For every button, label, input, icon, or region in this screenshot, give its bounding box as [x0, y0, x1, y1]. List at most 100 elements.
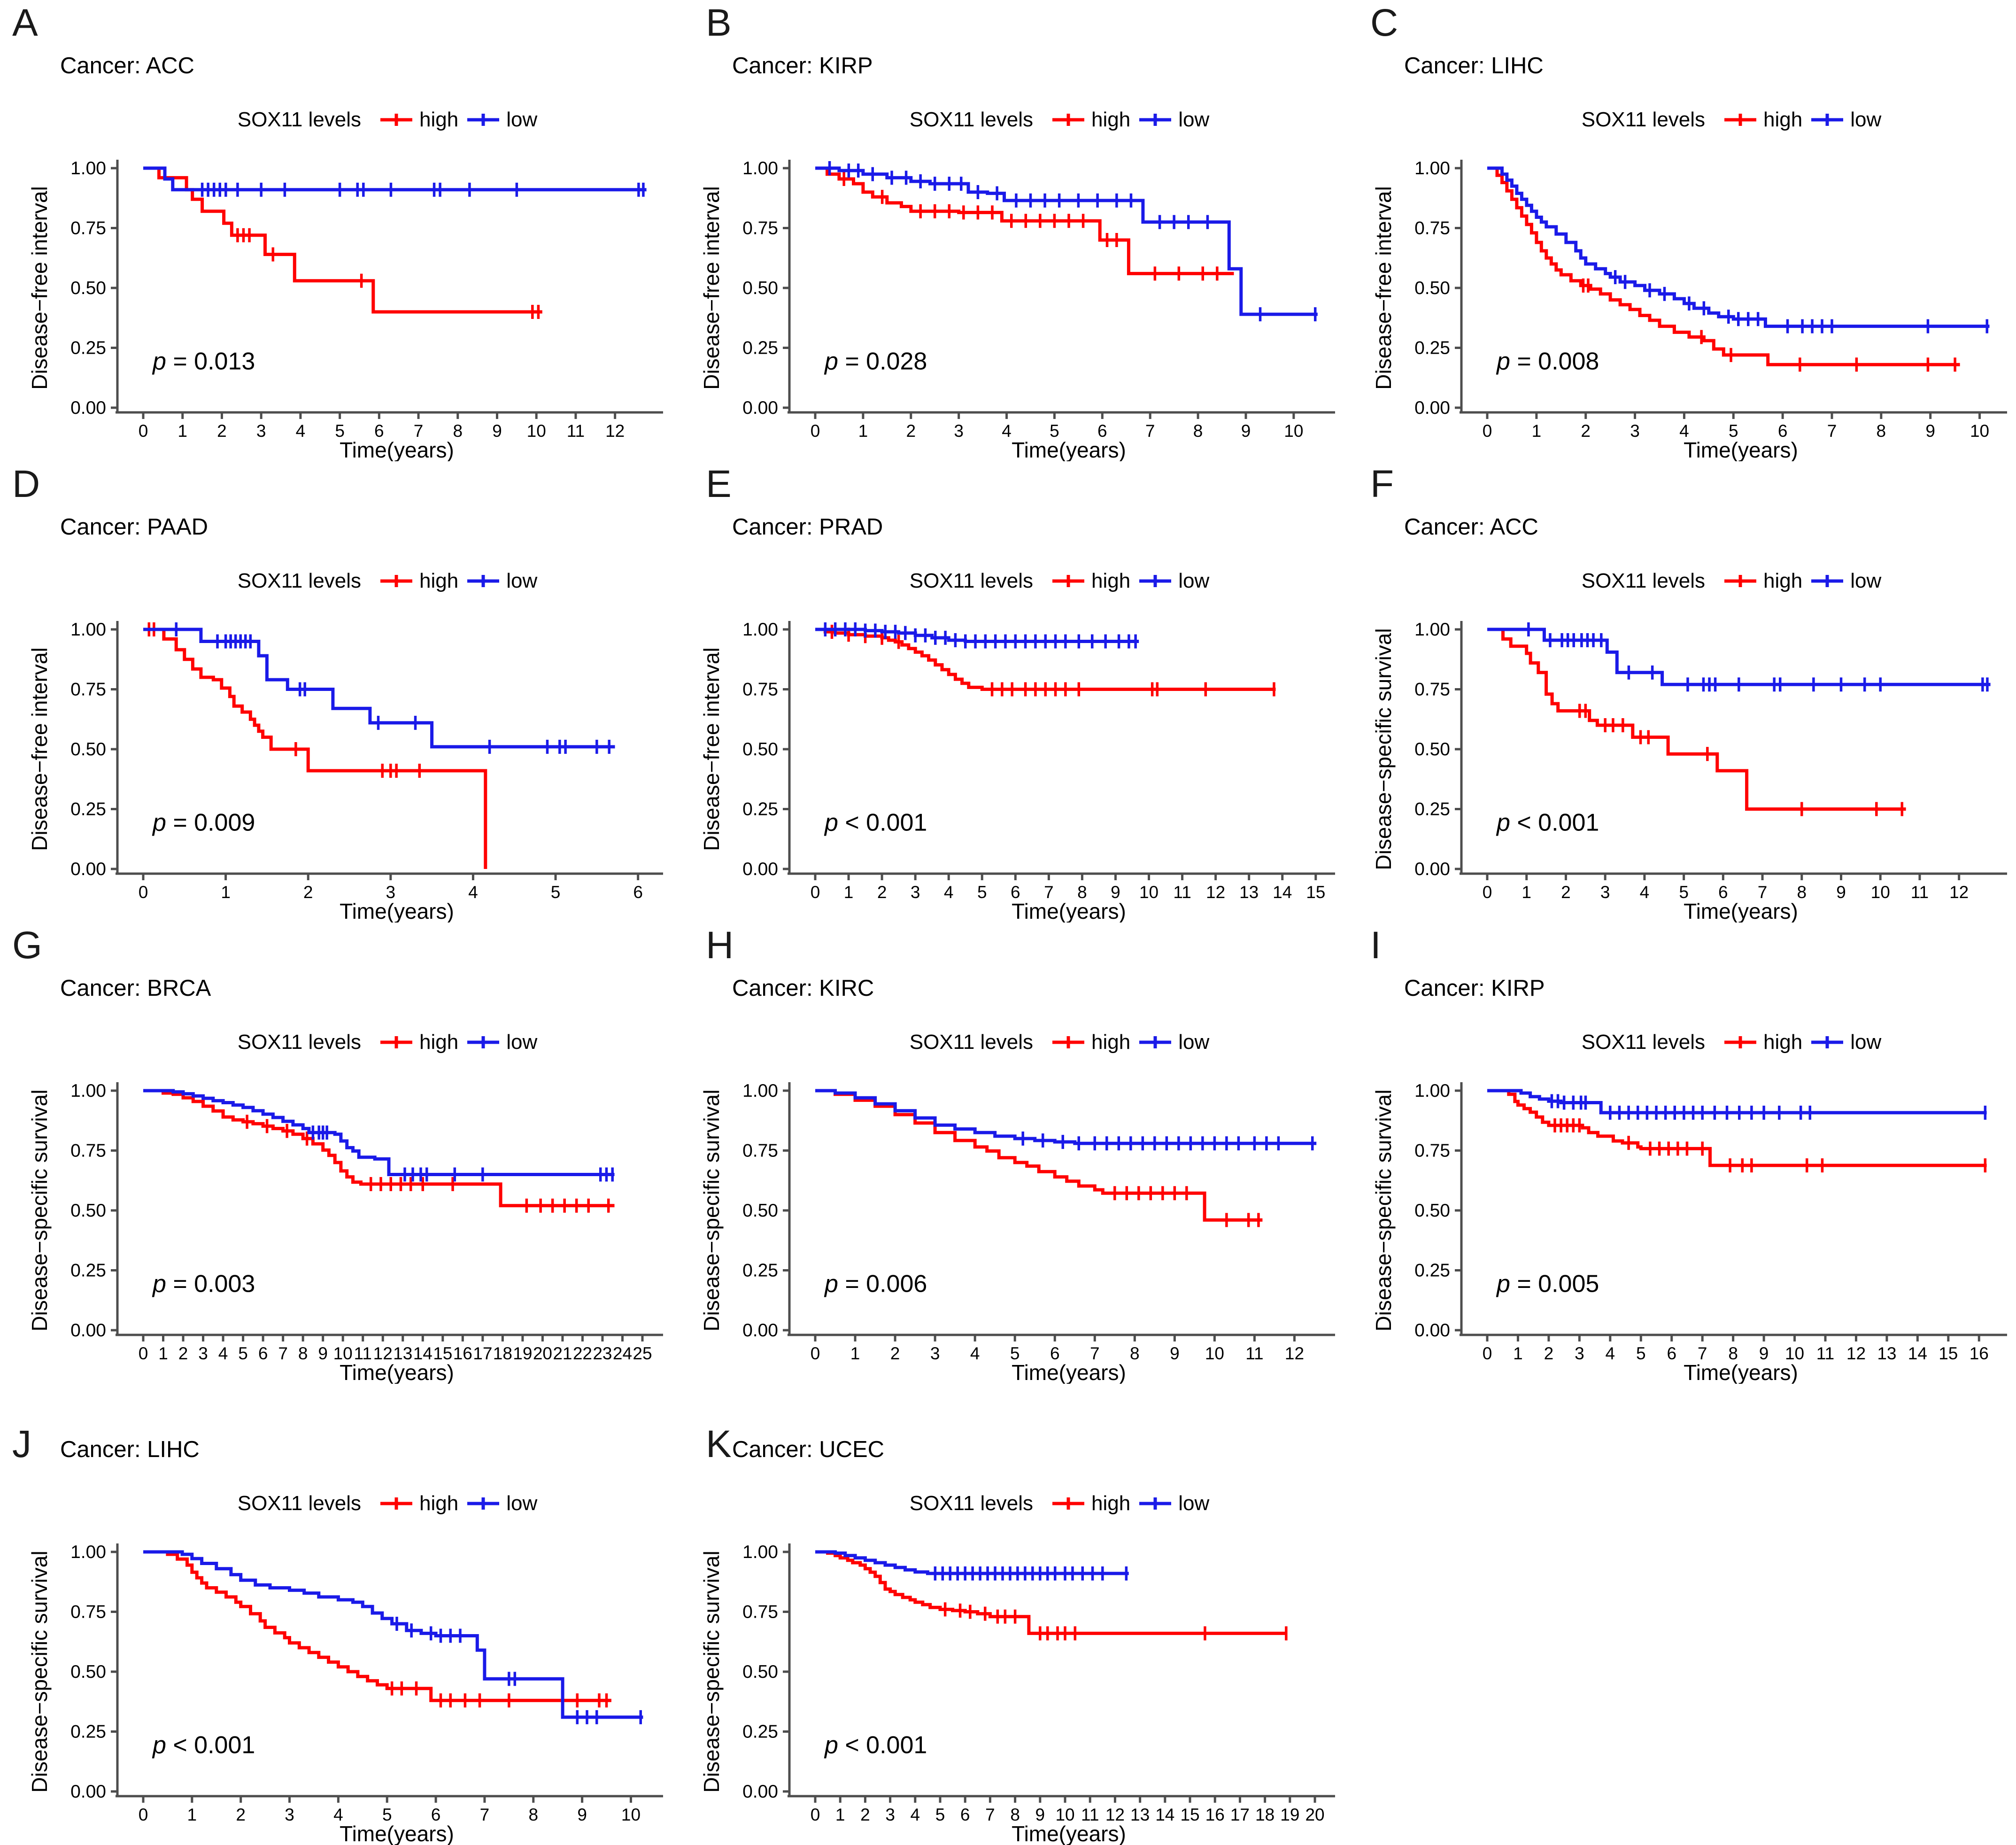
svg-text:1.00: 1.00	[1414, 1081, 1450, 1101]
svg-text:1.00: 1.00	[742, 620, 778, 640]
svg-text:0.00: 0.00	[742, 398, 778, 418]
svg-text:p < 0.001: p < 0.001	[824, 809, 927, 836]
svg-text:0.75: 0.75	[742, 680, 778, 700]
legend-item-high: high	[379, 1031, 458, 1054]
svg-text:7: 7	[414, 421, 424, 441]
svg-text:13: 13	[1130, 1805, 1150, 1824]
legend-low-label: low	[1178, 108, 1210, 131]
svg-text:0.00: 0.00	[742, 1320, 778, 1341]
svg-text:0.75: 0.75	[70, 1602, 106, 1622]
svg-text:8: 8	[1728, 1344, 1738, 1363]
svg-text:1: 1	[858, 421, 868, 441]
svg-text:7: 7	[1827, 421, 1837, 441]
low-censor-glyph-icon	[1811, 1036, 1844, 1048]
svg-text:12: 12	[1949, 883, 1969, 902]
legend-high-label: high	[1091, 1492, 1131, 1515]
svg-text:0.25: 0.25	[742, 799, 778, 820]
legend: SOX11 levels high low	[117, 1031, 657, 1054]
svg-text:Disease−free interval: Disease−free interval	[1371, 186, 1396, 389]
km-plot: 1.000.750.500.250.000 1 2 3 4 5 6 7 8 9 10 11 12 13 14…	[1371, 1081, 2007, 1384]
legend-item-high: high	[1723, 1031, 1802, 1054]
legend-title: SOX11 levels	[237, 1492, 362, 1515]
legend-item-low: low	[466, 1492, 537, 1515]
svg-text:14: 14	[1273, 883, 1292, 902]
panel-title: Cancer: PAAD	[60, 514, 208, 540]
legend: SOX11 levels high low	[117, 569, 657, 593]
svg-text:1.00: 1.00	[742, 1542, 778, 1562]
svg-text:2: 2	[178, 1344, 188, 1363]
svg-text:9: 9	[1925, 421, 1935, 441]
svg-text:p = 0.003: p = 0.003	[152, 1270, 255, 1297]
legend-high-label: high	[419, 1031, 459, 1054]
svg-text:0.75: 0.75	[742, 218, 778, 239]
svg-text:0.75: 0.75	[742, 1602, 778, 1622]
high-censor-glyph-icon	[1052, 1497, 1085, 1510]
panel-letter: E	[706, 463, 732, 505]
svg-text:2: 2	[1581, 421, 1591, 441]
svg-text:5: 5	[1679, 883, 1689, 902]
svg-text:4: 4	[1679, 421, 1689, 441]
svg-text:0: 0	[1483, 421, 1492, 441]
panel-letter: I	[1370, 924, 1381, 967]
svg-text:6: 6	[633, 883, 643, 902]
svg-text:9: 9	[318, 1344, 328, 1363]
svg-text:11: 11	[1245, 1344, 1263, 1363]
high-censor-glyph-icon	[380, 1036, 413, 1048]
svg-text:2: 2	[1544, 1344, 1554, 1363]
svg-text:15: 15	[1180, 1805, 1199, 1824]
svg-text:0.50: 0.50	[1414, 278, 1450, 298]
legend-title: SOX11 levels	[1581, 569, 1706, 592]
svg-text:p = 0.008: p = 0.008	[1496, 348, 1599, 375]
svg-text:11: 11	[567, 421, 585, 441]
svg-text:0.50: 0.50	[742, 278, 778, 298]
svg-text:Time(years): Time(years)	[1684, 899, 1798, 922]
svg-text:0.00: 0.00	[70, 1782, 106, 1802]
svg-text:1.00: 1.00	[70, 620, 106, 640]
svg-text:0.00: 0.00	[1414, 859, 1450, 879]
km-panel-B: B Cancer: KIRP SOX11 levels high low 1.0…	[672, 0, 1344, 461]
legend-title: SOX11 levels	[909, 569, 1034, 592]
svg-text:19: 19	[513, 1344, 532, 1363]
panel-title: Cancer: PRAD	[732, 514, 883, 540]
high-censor-glyph-icon	[1052, 114, 1085, 126]
km-plot: 1.000.750.500.250.000 1 2 3 4 5 6 7 8 9 10 11 12 13 14…	[699, 1542, 1335, 1845]
svg-text:7: 7	[1044, 883, 1054, 902]
legend-item-high: high	[379, 108, 458, 132]
svg-text:0.00: 0.00	[70, 859, 106, 879]
svg-text:0.25: 0.25	[742, 338, 778, 358]
legend-title: SOX11 levels	[1581, 1031, 1706, 1054]
svg-text:2: 2	[236, 1805, 246, 1824]
svg-text:13: 13	[1239, 883, 1259, 902]
svg-text:Time(years): Time(years)	[1012, 1822, 1126, 1845]
svg-text:0.50: 0.50	[70, 1201, 106, 1221]
svg-text:p < 0.001: p < 0.001	[1496, 809, 1599, 836]
legend: SOX11 levels high low	[789, 108, 1329, 132]
svg-text:3: 3	[285, 1805, 294, 1824]
svg-text:8: 8	[1797, 883, 1807, 902]
legend-title: SOX11 levels	[237, 1031, 362, 1054]
svg-text:6: 6	[431, 1805, 441, 1824]
svg-text:9: 9	[1035, 1805, 1045, 1824]
svg-text:4: 4	[1640, 883, 1650, 902]
svg-text:10: 10	[527, 421, 546, 441]
svg-text:0.25: 0.25	[70, 1261, 106, 1281]
svg-text:5: 5	[551, 883, 561, 902]
svg-text:0.00: 0.00	[742, 1782, 778, 1802]
svg-text:0.75: 0.75	[1414, 680, 1450, 700]
svg-text:1.00: 1.00	[70, 158, 106, 178]
legend-low-label: low	[506, 1031, 538, 1054]
svg-text:17: 17	[1230, 1805, 1250, 1824]
legend-title: SOX11 levels	[909, 1492, 1034, 1515]
svg-text:15: 15	[1306, 883, 1325, 902]
legend-low-label: low	[1178, 1492, 1210, 1515]
legend-high-label: high	[1763, 569, 1803, 592]
svg-text:Disease−free interval: Disease−free interval	[27, 186, 52, 389]
svg-text:11: 11	[1081, 1805, 1099, 1824]
high-censor-glyph-icon	[1052, 1036, 1085, 1048]
svg-text:0.25: 0.25	[1414, 799, 1450, 820]
svg-text:9: 9	[492, 421, 502, 441]
svg-text:6: 6	[1011, 883, 1020, 902]
svg-text:5: 5	[1636, 1344, 1646, 1363]
panel-letter: C	[1370, 1, 1398, 44]
